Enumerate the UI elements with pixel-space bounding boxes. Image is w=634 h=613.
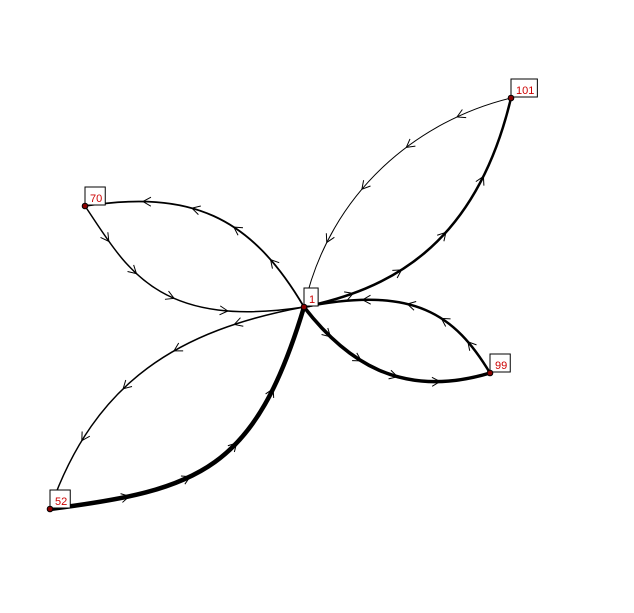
node-label: 70	[90, 193, 102, 205]
edge-arrowhead	[219, 305, 229, 316]
edge-arrowhead	[141, 196, 152, 207]
node-label-box	[303, 287, 319, 307]
edge-arrowhead	[190, 205, 201, 215]
edge-1-to-52	[49, 306, 305, 510]
edge-arrowhead	[269, 258, 280, 269]
edge-1-to-101	[302, 96, 513, 309]
node-101: 101	[507, 78, 538, 102]
edge-line	[47, 304, 307, 512]
edge-99-to-1	[302, 294, 492, 375]
edge-line	[49, 306, 305, 510]
edge-arrowhead	[405, 138, 416, 148]
edge-arrowhead	[437, 231, 447, 242]
edge-arrowhead	[81, 431, 91, 442]
edge-arrowhead	[233, 317, 244, 327]
node-dot	[46, 505, 54, 513]
edge-arrowhead	[227, 442, 238, 453]
node-label: 101	[516, 85, 534, 97]
edge-arrowhead	[127, 264, 138, 275]
node-label: 52	[55, 496, 67, 508]
edge-arrowhead	[475, 175, 485, 186]
edge-arrowhead	[180, 475, 192, 485]
edge-line	[84, 205, 305, 313]
node-dot	[300, 303, 308, 311]
edge-arrowhead	[392, 269, 403, 279]
node-dot	[507, 94, 515, 102]
edge-line	[302, 298, 492, 375]
node-1: 1	[300, 287, 319, 311]
edge-arrowhead	[467, 340, 477, 351]
edge-arrowhead	[173, 342, 184, 352]
edge-arrowhead	[232, 226, 244, 236]
edge-arrowhead	[456, 109, 467, 119]
edge-arrowhead	[361, 294, 371, 305]
node-label-box	[489, 353, 511, 373]
node-99: 99	[486, 353, 511, 377]
edge-arrowhead	[388, 369, 399, 380]
node-dot	[486, 369, 494, 377]
node-label-box	[49, 489, 71, 509]
edge-arrowhead	[344, 291, 355, 301]
edge-arrowhead	[321, 327, 332, 338]
edge-arrowhead	[352, 352, 363, 362]
edge-arrowhead	[440, 317, 451, 327]
nodes-layer: 1 52 70 99 101	[46, 78, 538, 513]
edge-52-to-1	[47, 304, 307, 512]
edge-70-to-1	[84, 205, 305, 316]
edge-line	[302, 305, 492, 384]
node-label: 99	[495, 360, 507, 372]
edge-101-to-1	[303, 97, 512, 308]
node-70: 70	[81, 186, 106, 210]
edge-line	[302, 96, 513, 309]
node-label-box	[510, 78, 538, 98]
node-label-box	[84, 186, 106, 206]
edge-arrowhead	[164, 290, 175, 300]
edge-1-to-70	[84, 196, 305, 308]
edge-arrowhead	[361, 180, 371, 191]
edge-arrowhead	[325, 233, 335, 244]
edge-arrowhead	[120, 493, 131, 503]
edges-layer	[47, 96, 513, 512]
edge-arrowhead	[122, 379, 133, 390]
edge-line	[84, 200, 305, 308]
edge-1-to-99	[302, 305, 492, 387]
node-52: 52	[46, 489, 71, 513]
edge-arrowhead	[406, 301, 417, 311]
edge-arrowhead	[431, 376, 442, 387]
edge-arrowhead	[265, 387, 275, 398]
node-dot	[81, 202, 89, 210]
edge-line	[303, 97, 512, 308]
node-label: 1	[309, 294, 315, 306]
edge-arrowhead	[100, 232, 110, 243]
